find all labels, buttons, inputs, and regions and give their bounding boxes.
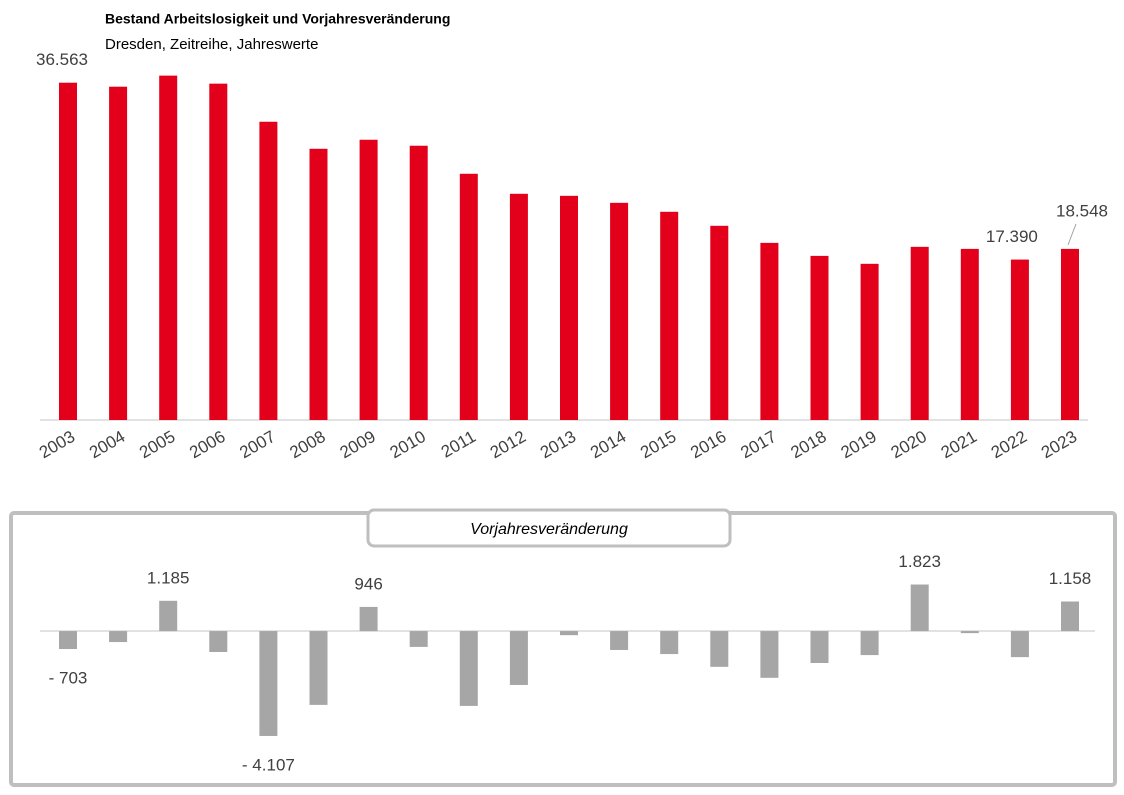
- bar: [810, 255, 829, 420]
- bar: [209, 83, 228, 421]
- bar: [760, 242, 779, 420]
- bar: [409, 631, 428, 647]
- bar: [710, 631, 729, 667]
- chart-subtitle: Dresden, Zeitreihe, Jahreswerte: [105, 36, 318, 53]
- bar: [209, 631, 228, 653]
- panel: [9, 511, 1117, 787]
- bar: [1010, 631, 1029, 658]
- bar: [259, 121, 278, 421]
- x-tick-label: 2016: [687, 427, 729, 462]
- bar: [459, 631, 478, 706]
- data-label: 17.390: [986, 227, 1038, 246]
- bar: [159, 75, 178, 421]
- x-tick-label: 2023: [1038, 427, 1080, 462]
- x-tick-label: 2005: [136, 427, 178, 462]
- panel-title: Vorjahresveränderung: [470, 521, 628, 538]
- data-label: 946: [354, 574, 382, 593]
- leader-line: [1067, 223, 1077, 246]
- bar: [710, 225, 729, 420]
- bar: [810, 631, 829, 663]
- bar: [960, 631, 979, 634]
- bar: [610, 631, 629, 650]
- x-tick-label: 2019: [838, 427, 880, 462]
- bar: [259, 631, 278, 736]
- data-label: - 703: [49, 669, 88, 688]
- bar: [1010, 259, 1029, 420]
- x-tick-label: 2004: [86, 427, 128, 462]
- bar: [309, 148, 328, 420]
- data-label: 18.548: [1056, 201, 1108, 220]
- data-label: - 4.107: [242, 755, 295, 774]
- bar: [660, 211, 679, 420]
- x-tick-label: 2010: [387, 427, 429, 462]
- bar: [359, 606, 378, 632]
- bar: [910, 584, 929, 632]
- bar: [59, 631, 77, 650]
- bar: [409, 145, 428, 420]
- bar: [459, 173, 478, 420]
- bar: [660, 631, 679, 655]
- bar: [509, 631, 528, 685]
- bar: [860, 631, 879, 656]
- x-tick-label: 2013: [537, 427, 579, 462]
- x-tick-label: 2018: [787, 427, 829, 462]
- bar: [760, 631, 779, 678]
- chart-title: Bestand Arbeitslosigkeit und Vorjahresve…: [105, 11, 450, 27]
- bar: [159, 600, 178, 632]
- x-tick-label: 2006: [186, 427, 228, 462]
- x-tick-label: 2007: [236, 427, 278, 462]
- x-tick-label: 2021: [938, 427, 980, 462]
- bar: [1061, 248, 1079, 420]
- x-tick-label: 2015: [637, 427, 679, 462]
- panel-title-box: [366, 508, 732, 548]
- bar: [109, 86, 128, 421]
- data-label: 36.563: [36, 50, 88, 69]
- x-tick-label: 2017: [737, 427, 779, 462]
- bar: [560, 195, 578, 420]
- x-tick-label: 2014: [587, 427, 629, 462]
- x-tick-label: 2008: [286, 427, 328, 462]
- bar: [610, 202, 629, 420]
- x-tick-label: 2003: [36, 427, 78, 462]
- bar: [509, 193, 528, 420]
- data-label: 1.823: [898, 552, 941, 571]
- bar: [860, 263, 879, 420]
- x-tick-label: 2020: [888, 427, 930, 462]
- bar: [910, 246, 929, 420]
- bar: [560, 631, 578, 636]
- x-tick-label: 2022: [988, 427, 1030, 462]
- data-label: 1.185: [147, 568, 190, 587]
- x-tick-label: 2011: [438, 427, 479, 462]
- bar: [1061, 601, 1079, 632]
- data-label: 1.158: [1049, 569, 1092, 588]
- bar: [960, 248, 979, 420]
- x-tick-label: 2012: [487, 427, 529, 462]
- bar: [59, 82, 77, 420]
- bar: [309, 631, 328, 705]
- x-tick-label: 2009: [337, 427, 379, 462]
- bar: [109, 631, 128, 643]
- bar: [359, 139, 378, 420]
